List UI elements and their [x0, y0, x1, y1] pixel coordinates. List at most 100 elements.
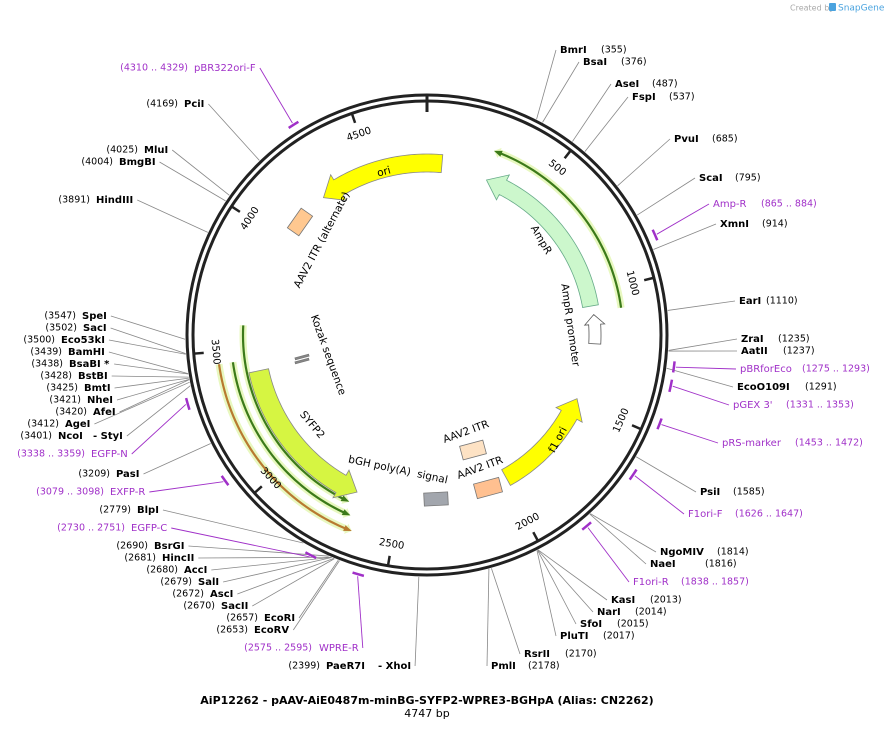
site-position: (4169) — [146, 99, 178, 110]
primer-range: (1453 .. 1472) — [795, 438, 863, 449]
site-name: MluI — [144, 145, 168, 156]
site-name: BstBI — [78, 371, 108, 382]
site-position: (2017) — [603, 631, 635, 642]
site-also: - StyI — [93, 431, 123, 442]
site-position: (1814) — [717, 547, 749, 558]
site-connector — [572, 83, 612, 142]
site-name: EcoRV — [254, 625, 289, 636]
site-connector — [143, 443, 211, 475]
site-connector — [536, 550, 557, 637]
primer-name: WPRE-R — [319, 643, 359, 654]
site-position: (2170) — [565, 649, 597, 660]
site-connector — [414, 576, 420, 667]
site-connector — [668, 338, 738, 351]
site-connector — [159, 161, 226, 202]
site-name: PasI — [116, 469, 139, 480]
site-connector — [298, 559, 339, 619]
site-connector — [589, 513, 647, 565]
site-connector — [114, 363, 189, 375]
ruler-label: 1000 — [624, 270, 641, 297]
site-name: PvuI — [674, 134, 699, 145]
brand: SnapGene — [838, 4, 885, 14]
site-name: BmtI — [84, 383, 111, 394]
site-name: AgeI — [65, 419, 90, 430]
feature-arrow — [248, 368, 358, 499]
primer-name: EGFP-C — [131, 523, 167, 534]
site-position: (2399) — [288, 661, 320, 672]
feature-arrow — [583, 313, 606, 345]
site-name: KasI — [611, 595, 635, 606]
site-position: (3439) — [30, 347, 62, 358]
site-connector — [114, 377, 189, 389]
primer-connector — [661, 424, 719, 444]
site-position: (1816) — [705, 559, 737, 570]
polya-box — [423, 491, 449, 507]
primer-connector — [357, 576, 364, 649]
primer-connector — [587, 527, 630, 583]
title: AiP12262 - pAAV-AiE0487m-minBG-SYFP2-WPR… — [200, 694, 653, 707]
site-name: ZraI — [741, 334, 764, 345]
ruler-tick — [643, 276, 654, 282]
site-name: FspI — [632, 92, 656, 103]
site-name: NheI — [87, 395, 113, 406]
site-position: (537) — [669, 92, 695, 103]
site-connector — [537, 550, 577, 625]
site-position: (4025) — [106, 145, 138, 156]
ruler-tick — [563, 150, 572, 160]
site-position: (3401) — [20, 431, 52, 442]
site-connector — [537, 549, 594, 613]
feature-label: SYFP2 — [297, 409, 327, 441]
labels: 50010001500200025003000350040004500BmrI(… — [17, 45, 870, 673]
site-name: SalI — [198, 577, 219, 588]
site-connector — [590, 513, 657, 553]
kozak-mark — [294, 357, 310, 365]
site-connector — [537, 549, 608, 601]
site-name: EarI — [739, 296, 761, 307]
primer-connector — [675, 366, 737, 370]
primer-connector — [149, 481, 224, 493]
logo — [829, 3, 836, 11]
ruler-tick — [231, 205, 241, 213]
primer-mark — [668, 379, 674, 393]
site-position: (2670) — [183, 601, 215, 612]
site-name: EcoRI — [264, 613, 295, 624]
site-position: (3438) — [31, 359, 63, 370]
site-connector — [635, 456, 697, 493]
site-name: BmgBI — [119, 157, 156, 168]
itr-box — [473, 476, 503, 500]
site-position: (3421) — [49, 395, 81, 406]
primer-name: F1ori-F — [688, 509, 723, 520]
primer-mark — [304, 551, 317, 560]
site-position: (914) — [762, 219, 788, 230]
primer-range: (1626 .. 1647) — [735, 509, 803, 520]
ruler-label: 2000 — [514, 511, 542, 533]
site-connector — [237, 557, 334, 595]
ruler-tick — [532, 531, 539, 541]
site-position: (3547) — [44, 311, 76, 322]
site-connector — [667, 300, 736, 311]
site-name: BmrI — [560, 45, 587, 56]
primer-connector — [672, 385, 730, 406]
primer-mark — [184, 397, 191, 411]
site-connector — [108, 351, 189, 375]
site-name: PmlI — [491, 661, 516, 672]
site-connector — [666, 367, 734, 388]
site-name: EcoO109I — [737, 382, 790, 393]
primer-name: Amp-R — [713, 199, 747, 210]
feature-arrow — [485, 174, 599, 309]
site-name: BlpI — [137, 505, 159, 516]
primer-connector — [634, 475, 685, 515]
primer-name: EXFP-R — [110, 487, 145, 498]
connectors — [94, 49, 738, 667]
site-name: BsrGI — [154, 541, 184, 552]
primer-mark — [628, 468, 638, 481]
ruler-label: 2500 — [378, 537, 405, 552]
primer-name: pRS-marker — [722, 438, 782, 449]
site-connector — [536, 49, 557, 120]
primer-mark — [220, 475, 230, 486]
site-connector — [208, 103, 260, 161]
ruler-label: 3500 — [209, 339, 222, 365]
site-position: (685) — [712, 134, 738, 145]
site-position: (2014) — [635, 607, 667, 618]
